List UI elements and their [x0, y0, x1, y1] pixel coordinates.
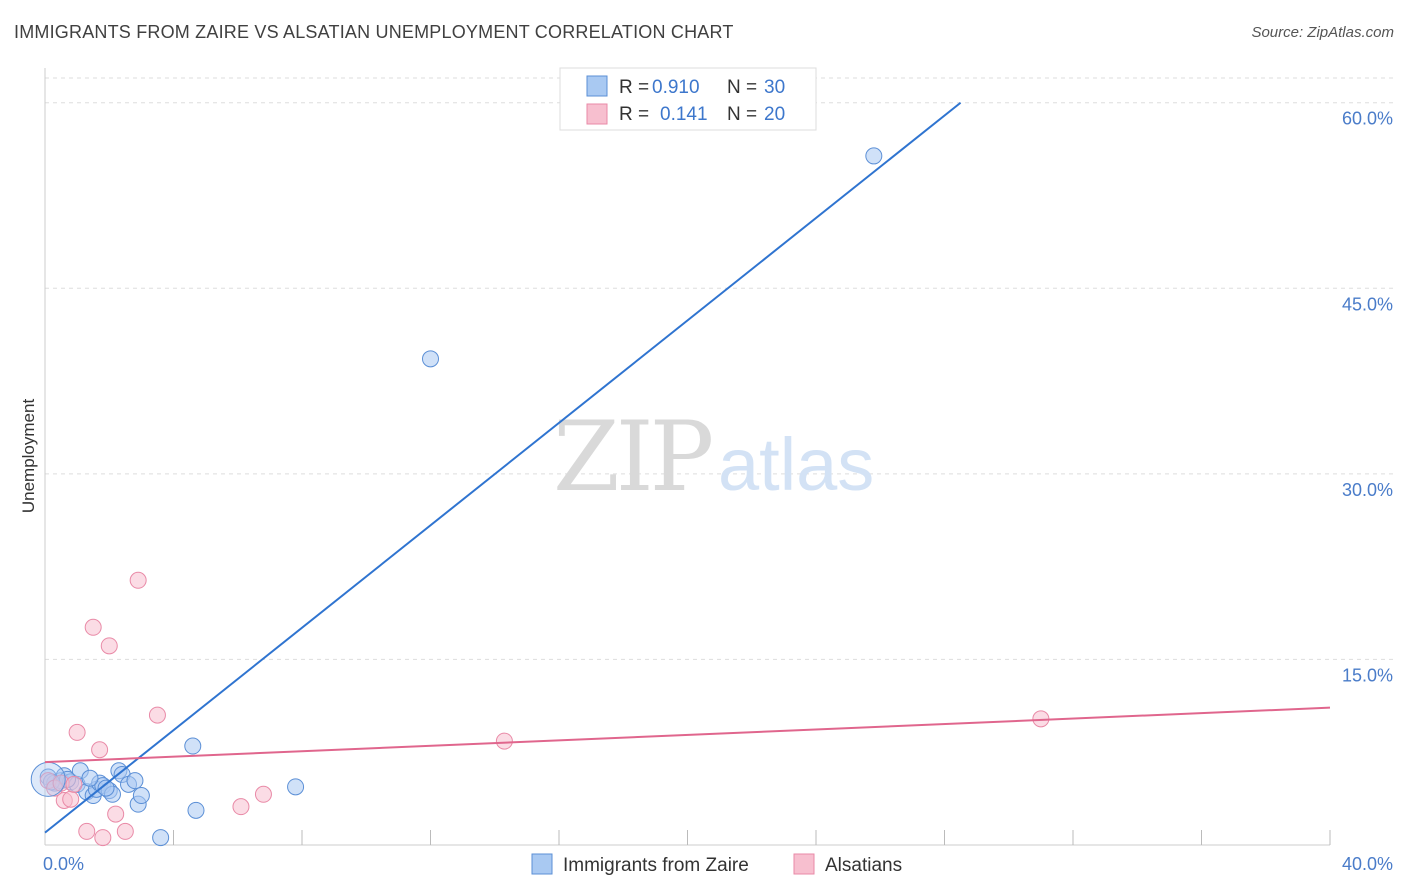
x-tick-label: 0.0%: [43, 854, 84, 874]
point-zaire: [865, 147, 883, 165]
legend-n-value-2: 20: [764, 104, 785, 125]
bottom-legend-swatch-alsatians: [793, 853, 815, 875]
y-axis-label: Unemployment: [19, 399, 38, 514]
point-alsatian: [232, 798, 250, 816]
legend-swatch-pink: [586, 103, 608, 125]
source-label: Source: ZipAtlas.com: [1251, 24, 1394, 41]
point-zaire: [152, 829, 170, 847]
point-alsatian: [94, 829, 112, 847]
legend-swatch-blue: [586, 75, 608, 97]
legend-r-label-1: R =: [619, 77, 649, 98]
point-zaire: [184, 737, 202, 755]
point-alsatian: [148, 706, 166, 724]
bottom-legend-label-alsatians: Alsatians: [825, 855, 902, 876]
series-legend: Immigrants from Zaire Alsatians: [531, 853, 902, 876]
y-tick-label: 45.0%: [1342, 294, 1393, 314]
data-points: [30, 147, 1050, 847]
point-alsatian: [116, 822, 134, 840]
point-alsatian: [84, 618, 102, 636]
point-alsatian: [91, 741, 109, 759]
legend-n-value-1: 30: [764, 77, 785, 98]
point-zaire: [126, 772, 144, 790]
point-alsatian: [62, 790, 80, 808]
y-tick-label: 30.0%: [1342, 480, 1393, 500]
trend-line-zaire: [44, 101, 962, 834]
gridlines: [45, 77, 1393, 660]
point-zaire: [97, 779, 115, 797]
y-tick-label: 60.0%: [1342, 109, 1393, 129]
chart-title: IMMIGRANTS FROM ZAIRE VS ALSATIAN UNEMPL…: [14, 22, 734, 42]
point-zaire: [287, 778, 305, 796]
point-alsatian: [100, 637, 118, 655]
axes: [44, 68, 1331, 846]
legend-r-value-1: 0.910: [652, 77, 700, 98]
trend-lines: [44, 101, 1331, 834]
point-zaire: [81, 769, 99, 787]
y-tick-label: 15.0%: [1342, 665, 1393, 685]
watermark-atlas: atlas: [718, 423, 874, 506]
point-alsatian: [68, 723, 86, 741]
stats-legend: R = 0.910 N = 30 R = 0.141 N = 20: [559, 67, 817, 131]
legend-n-label-2: N =: [727, 104, 757, 125]
legend-n-label-1: N =: [727, 77, 757, 98]
point-alsatian: [107, 805, 125, 823]
point-alsatian: [129, 571, 147, 589]
legend-r-label-2: R =: [619, 104, 649, 125]
point-alsatian: [78, 822, 96, 840]
x-tick-label: 40.0%: [1342, 854, 1393, 874]
point-zaire: [132, 787, 150, 805]
point-alsatian: [254, 785, 272, 803]
point-alsatian: [65, 775, 83, 793]
watermark: ZIP atlas: [553, 401, 874, 513]
bottom-legend-label-zaire: Immigrants from Zaire: [563, 855, 749, 876]
watermark-zip: ZIP: [553, 401, 712, 513]
bottom-legend-swatch-zaire: [531, 853, 553, 875]
tick-labels: 15.0% 30.0% 45.0% 60.0% 0.0% 40.0%: [43, 109, 1393, 874]
legend-r-value-2: 0.141: [660, 104, 708, 125]
point-zaire: [422, 350, 439, 368]
trend-line-alsatian: [44, 706, 1331, 764]
point-zaire: [187, 801, 205, 819]
point-zaire-cluster: [30, 761, 66, 797]
point-alsatian: [495, 732, 513, 750]
